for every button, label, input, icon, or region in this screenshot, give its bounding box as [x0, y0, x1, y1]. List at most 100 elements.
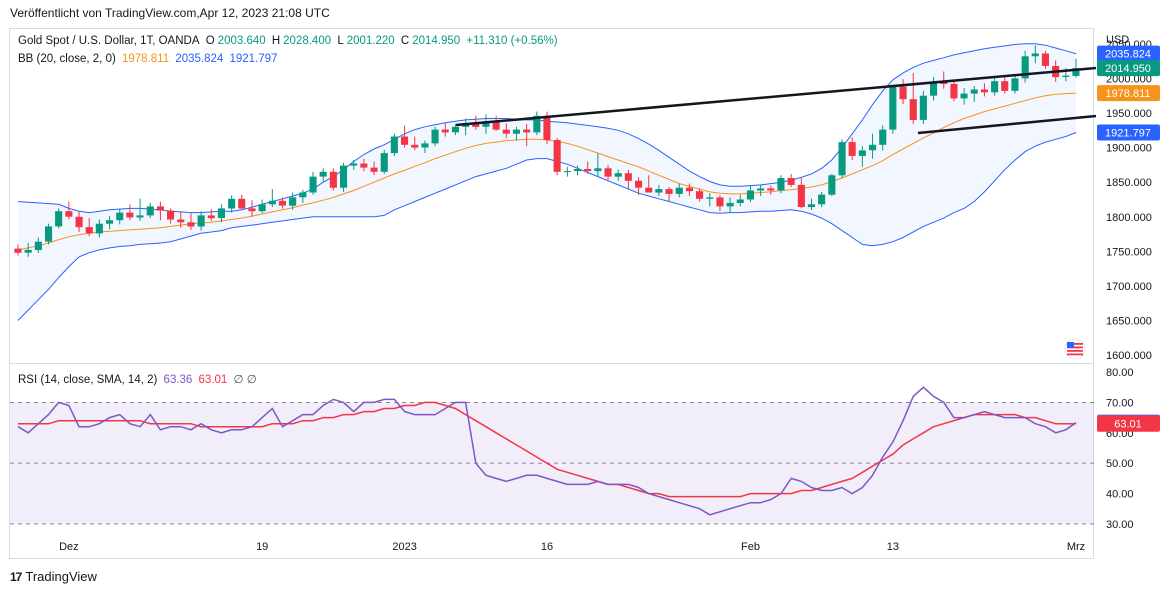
candle-body[interactable]	[685, 187, 693, 192]
candle-body[interactable]	[1072, 68, 1080, 76]
candle-body[interactable]	[278, 200, 286, 206]
candle-body[interactable]	[451, 126, 459, 133]
candle-body[interactable]	[1041, 53, 1049, 66]
candle-body[interactable]	[116, 212, 124, 221]
lower-trendline[interactable]	[917, 114, 1097, 135]
candle-body[interactable]	[502, 129, 510, 134]
candle-body[interactable]	[238, 198, 246, 209]
candle-body[interactable]	[217, 208, 225, 219]
candle-body[interactable]	[899, 86, 907, 100]
candle-body[interactable]	[441, 129, 449, 133]
candle-body[interactable]	[523, 129, 531, 133]
candle-body[interactable]	[34, 241, 42, 250]
candle-body[interactable]	[156, 206, 164, 211]
candle-body[interactable]	[624, 173, 632, 181]
candle-body[interactable]	[482, 121, 490, 127]
candle-body[interactable]	[614, 173, 622, 177]
candle-body[interactable]	[55, 211, 63, 227]
candle-body[interactable]	[75, 216, 83, 228]
candle-body[interactable]	[970, 89, 978, 94]
candle-body[interactable]	[187, 222, 195, 227]
candle-body[interactable]	[380, 153, 388, 172]
candle-body[interactable]	[594, 168, 602, 172]
candle-body[interactable]	[980, 89, 988, 93]
candle-body[interactable]	[512, 129, 520, 134]
candle-body[interactable]	[838, 142, 846, 176]
candle-body[interactable]	[268, 200, 276, 205]
candle-body[interactable]	[340, 165, 348, 188]
candle-body[interactable]	[726, 202, 734, 207]
candle-body[interactable]	[716, 197, 724, 207]
candle-body[interactable]	[401, 136, 409, 145]
candle-body[interactable]	[126, 212, 134, 218]
candle-body[interactable]	[421, 143, 429, 148]
candle-body[interactable]	[767, 188, 775, 191]
candle-body[interactable]	[635, 180, 643, 188]
candle-body[interactable]	[329, 171, 337, 188]
candle-body[interactable]	[1001, 81, 1009, 91]
candle-body[interactable]	[807, 204, 815, 208]
candle-body[interactable]	[604, 168, 612, 177]
candle-body[interactable]	[492, 121, 500, 130]
candle-body[interactable]	[909, 99, 917, 120]
candle-body[interactable]	[919, 95, 927, 120]
candle-body[interactable]	[258, 204, 266, 212]
candle-body[interactable]	[757, 188, 765, 191]
candle-body[interactable]	[390, 136, 398, 154]
candle-body[interactable]	[706, 197, 714, 199]
candle-body[interactable]	[675, 187, 683, 194]
candle-body[interactable]	[1031, 53, 1039, 57]
candle-body[interactable]	[472, 123, 480, 127]
candle-body[interactable]	[777, 178, 785, 191]
candle-body[interactable]	[350, 163, 358, 166]
candle-body[interactable]	[167, 210, 175, 220]
candle-body[interactable]	[136, 215, 144, 218]
candle-body[interactable]	[431, 129, 439, 144]
candle-body[interactable]	[553, 140, 561, 172]
candle-body[interactable]	[960, 93, 968, 99]
candle-body[interactable]	[879, 129, 887, 145]
candle-body[interactable]	[289, 197, 297, 206]
candle-body[interactable]	[818, 194, 826, 205]
candle-body[interactable]	[228, 198, 236, 209]
candle-body[interactable]	[736, 199, 744, 204]
candle-body[interactable]	[146, 206, 154, 216]
currency-label[interactable]: USD	[1106, 34, 1130, 46]
candle-body[interactable]	[65, 211, 73, 217]
candle-body[interactable]	[563, 171, 571, 173]
candle-body[interactable]	[1011, 78, 1019, 91]
candle-body[interactable]	[299, 192, 307, 198]
candle-body[interactable]	[319, 171, 327, 177]
candle-body[interactable]	[655, 189, 663, 193]
candle-body[interactable]	[360, 163, 368, 168]
candle-body[interactable]	[533, 115, 541, 133]
candle-body[interactable]	[248, 208, 256, 212]
candle-body[interactable]	[665, 189, 673, 194]
candle-body[interactable]	[828, 175, 836, 195]
candle-body[interactable]	[950, 83, 958, 99]
candle-body[interactable]	[45, 226, 53, 242]
candle-body[interactable]	[787, 178, 795, 185]
candle-body[interactable]	[991, 81, 999, 93]
candle-body[interactable]	[106, 220, 114, 224]
candle-body[interactable]	[746, 190, 754, 200]
candle-body[interactable]	[24, 249, 32, 253]
candle-body[interactable]	[645, 187, 653, 193]
candle-body[interactable]	[207, 215, 215, 219]
candle-body[interactable]	[309, 176, 317, 193]
candle-body[interactable]	[930, 81, 938, 96]
candle-body[interactable]	[370, 167, 378, 172]
candle-body[interactable]	[411, 144, 419, 148]
candle-body[interactable]	[177, 219, 185, 223]
candle-body[interactable]	[574, 169, 582, 172]
candle-body[interactable]	[1062, 75, 1070, 77]
candle-body[interactable]	[14, 248, 22, 253]
candle-body[interactable]	[869, 144, 877, 151]
upper-trendline[interactable]	[455, 66, 1097, 127]
candle-body[interactable]	[85, 227, 93, 234]
candle-body[interactable]	[848, 142, 856, 156]
candle-body[interactable]	[584, 169, 592, 172]
footer-brand[interactable]: 17 TradingView	[10, 569, 97, 584]
candle-body[interactable]	[696, 191, 704, 199]
